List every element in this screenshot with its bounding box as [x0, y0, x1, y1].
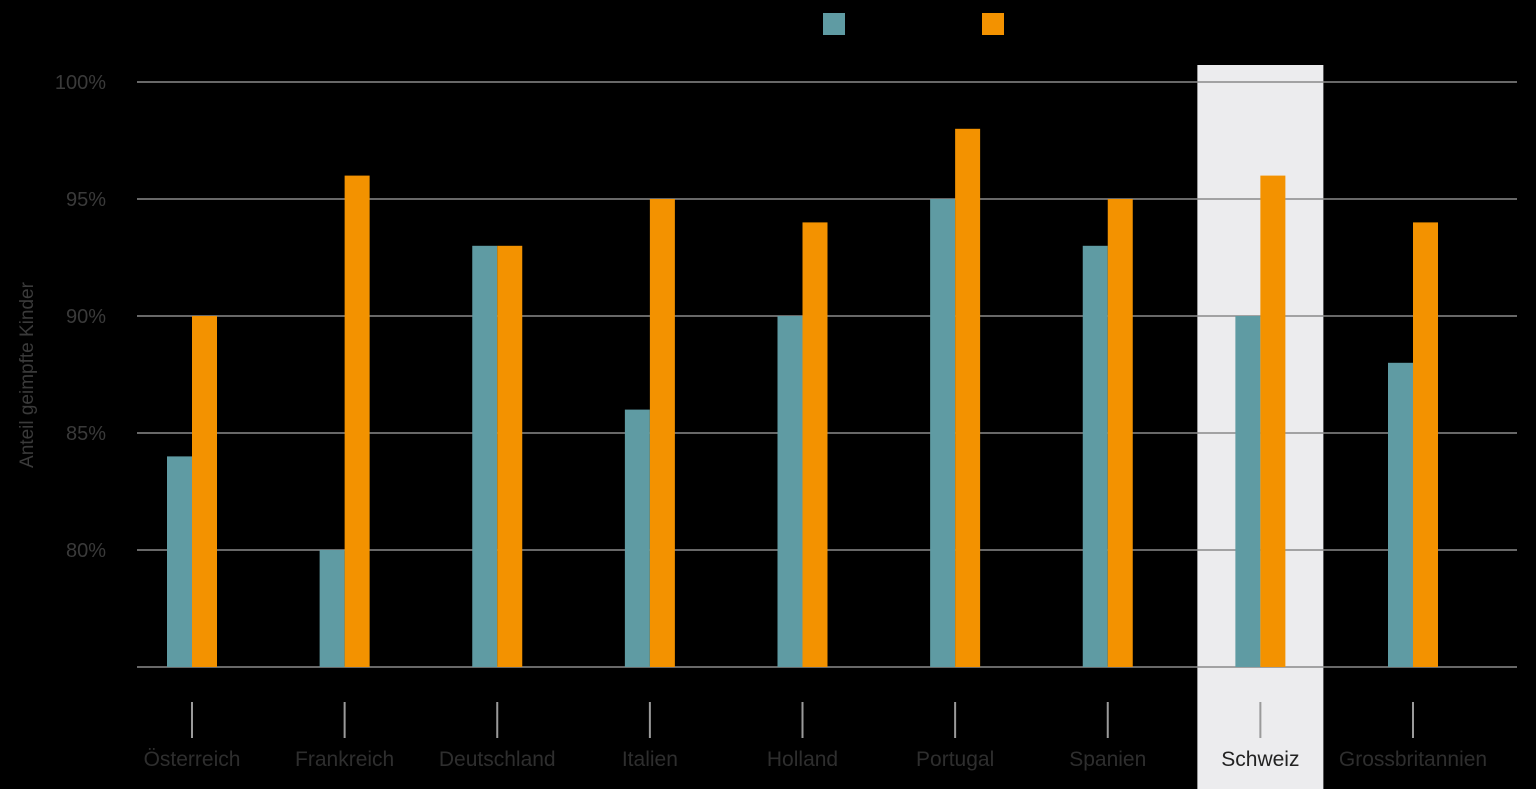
y-tick-label-95: 95%: [66, 189, 106, 211]
bar-series2-portugal: [955, 128, 981, 668]
bar-series1-frankreich: [319, 550, 345, 667]
legend-swatch-series2: [982, 13, 1004, 35]
bar-series2-italien: [649, 199, 675, 667]
category-label-frankreich: Frankreich: [295, 748, 394, 771]
bars: [167, 128, 1438, 668]
bar-series2-spanien: [1107, 199, 1133, 667]
bar-series1-österreich: [167, 456, 192, 667]
bar-series1-schweiz: [1235, 316, 1261, 667]
y-tick-label-80: 80%: [66, 540, 106, 562]
bar-series2-frankreich: [344, 175, 370, 667]
category-label-schweiz: Schweiz: [1221, 748, 1299, 771]
bar-series1-italien: [624, 409, 650, 667]
bar-series2-holland: [802, 222, 828, 667]
bar-series2-schweiz: [1260, 175, 1286, 667]
category-label-deutschland: Deutschland: [439, 748, 556, 771]
bar-series1-grossbritannien: [1388, 362, 1413, 667]
bar-series2-grossbritannien: [1413, 222, 1438, 667]
legend-swatch-series1: [823, 13, 845, 35]
bar-series1-spanien: [1082, 245, 1108, 668]
category-label-spanien: Spanien: [1069, 748, 1146, 771]
y-axis-label: Anteil geimpfte Kinder: [17, 281, 38, 468]
category-label-österreich: Österreich: [144, 748, 241, 771]
y-tick-label-90: 90%: [66, 306, 106, 328]
legend: [823, 13, 1004, 35]
category-label-italien: Italien: [622, 748, 678, 771]
category-label-portugal: Portugal: [916, 748, 994, 771]
bar-series1-deutschland: [472, 245, 498, 668]
y-tick-label-85: 85%: [66, 423, 106, 445]
category-label-grossbritannien: Grossbritannien: [1339, 748, 1487, 771]
y-tick-label-100: 100%: [55, 72, 106, 94]
bar-series2-deutschland: [497, 245, 523, 668]
bar-series2-österreich: [192, 316, 217, 667]
category-tick-marks: [191, 702, 1414, 738]
category-label-holland: Holland: [767, 748, 838, 771]
bar-series1-portugal: [930, 199, 956, 667]
bar-series1-holland: [777, 316, 803, 667]
axis-labels: 80% 85% 90% 95% 100% Österreich Frankreich Deut…: [55, 72, 1487, 771]
